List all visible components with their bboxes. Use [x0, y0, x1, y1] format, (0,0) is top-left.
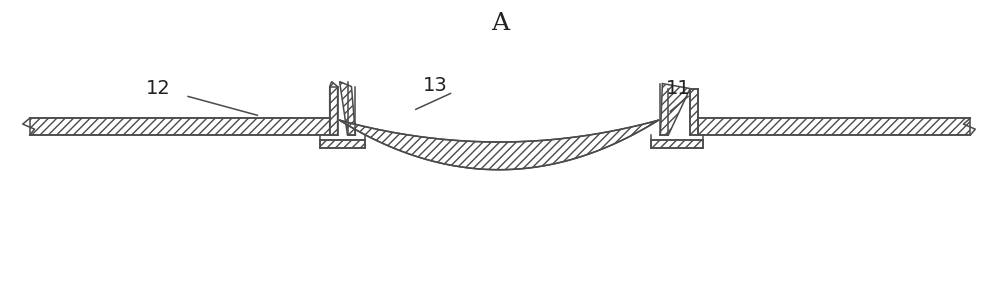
Text: A: A — [491, 12, 509, 35]
Polygon shape — [660, 83, 690, 135]
Polygon shape — [330, 82, 338, 135]
Polygon shape — [698, 118, 970, 135]
Polygon shape — [30, 118, 330, 135]
Text: 13: 13 — [423, 76, 448, 95]
Polygon shape — [690, 89, 698, 135]
Polygon shape — [320, 140, 365, 148]
Polygon shape — [340, 120, 658, 170]
Text: 11: 11 — [666, 79, 691, 98]
Text: 12: 12 — [146, 79, 171, 98]
Polygon shape — [651, 140, 703, 148]
Polygon shape — [340, 82, 355, 135]
